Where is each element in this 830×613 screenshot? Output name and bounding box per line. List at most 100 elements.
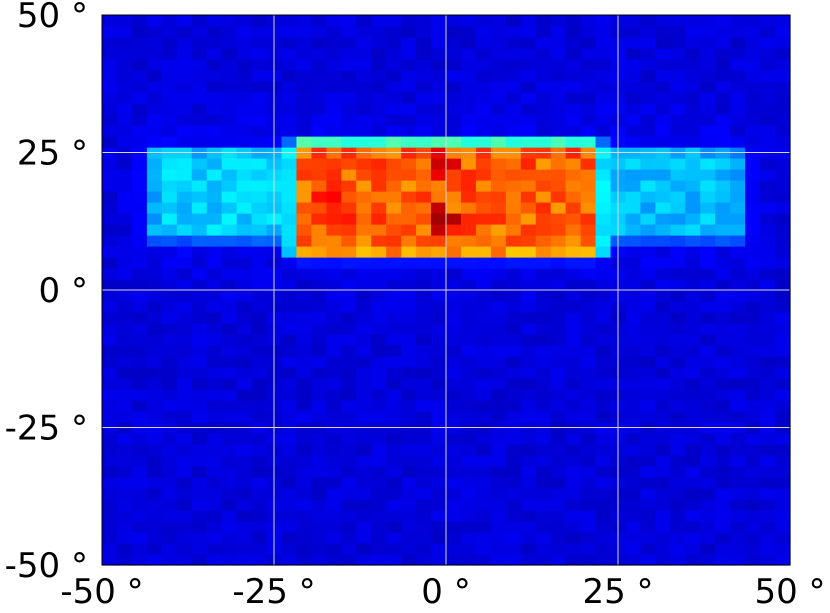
heatmap-cell	[326, 202, 342, 214]
heatmap-cell	[311, 70, 327, 82]
heatmap-cell	[775, 158, 791, 170]
heatmap-cell	[490, 312, 507, 324]
heatmap-cell	[446, 411, 462, 423]
heatmap-cell	[655, 411, 671, 423]
heatmap-cell	[102, 455, 118, 467]
heatmap-cell	[685, 180, 701, 192]
heatmap-cell	[161, 235, 178, 247]
heatmap-cell	[745, 510, 761, 522]
heatmap-cell	[505, 499, 522, 511]
heatmap-cell	[371, 411, 387, 423]
heatmap-cell	[116, 246, 133, 258]
heatmap-cell	[460, 114, 477, 126]
heatmap-cell	[251, 125, 268, 137]
heatmap-cell	[431, 158, 447, 170]
heatmap-cell	[730, 257, 746, 269]
heatmap-cell	[251, 499, 268, 511]
heatmap-cell	[715, 301, 731, 313]
heatmap-cell	[176, 378, 193, 390]
heatmap-cell	[191, 169, 208, 181]
heatmap-cell	[221, 81, 238, 93]
heatmap-cell	[505, 334, 522, 346]
heatmap-cell	[341, 334, 357, 346]
heatmap-cell	[760, 334, 776, 346]
heatmap-cell	[625, 323, 642, 335]
heatmap-cell	[745, 477, 761, 489]
heatmap-cell	[475, 191, 492, 203]
heatmap-cell	[625, 48, 642, 60]
heatmap-cell	[102, 37, 118, 49]
heatmap-cell	[431, 235, 447, 247]
heatmap-cell	[550, 257, 567, 269]
heatmap-cell	[191, 224, 208, 236]
heatmap-cell	[655, 334, 671, 346]
heatmap-cell	[760, 389, 776, 401]
heatmap-cell	[102, 554, 118, 566]
heatmap-cell	[640, 103, 656, 115]
heatmap-cell	[655, 389, 671, 401]
heatmap-cell	[146, 246, 163, 258]
heatmap-cell	[580, 510, 597, 522]
heatmap-cell	[670, 356, 686, 368]
heatmap-cell	[236, 70, 253, 82]
heatmap-cell	[356, 279, 372, 291]
heatmap-cell	[281, 433, 298, 445]
heatmap-cell	[356, 191, 372, 203]
heatmap-cell	[102, 466, 118, 478]
heatmap-cell	[401, 114, 417, 126]
heatmap-cell	[760, 488, 776, 500]
heatmap-cell	[640, 378, 656, 390]
heatmap-cell	[116, 301, 133, 313]
heatmap-cell	[102, 301, 118, 313]
heatmap-cell	[490, 477, 507, 489]
heatmap-cell	[206, 312, 223, 324]
heatmap-cell	[116, 136, 133, 148]
heatmap-cell	[221, 389, 238, 401]
heatmap-cell	[475, 532, 492, 544]
heatmap-cell	[655, 400, 671, 412]
heatmap-cell	[431, 312, 447, 324]
heatmap-cell	[595, 213, 612, 225]
heatmap-cell	[146, 136, 163, 148]
heatmap-cell	[176, 26, 193, 38]
heatmap-cell	[102, 213, 118, 225]
heatmap-cell	[416, 114, 432, 126]
heatmap-cell	[341, 15, 357, 27]
heatmap-cell	[341, 543, 357, 555]
heatmap-cell	[505, 125, 522, 137]
heatmap-cell	[386, 323, 402, 335]
heatmap-cell	[775, 191, 791, 203]
heatmap-cell	[116, 279, 133, 291]
heatmap-cell	[595, 290, 612, 302]
heatmap-cell	[102, 510, 118, 522]
heatmap-cell	[670, 411, 686, 423]
heatmap-cell	[311, 279, 327, 291]
y-tick-label: 25 °	[17, 134, 88, 174]
heatmap-cell	[520, 378, 537, 390]
heatmap-cell	[505, 268, 522, 280]
heatmap-cell	[206, 202, 223, 214]
heatmap-cell	[505, 466, 522, 478]
heatmap-cell	[460, 510, 477, 522]
heatmap-cell	[505, 323, 522, 335]
heatmap-cell	[251, 466, 268, 478]
heatmap-cell	[565, 103, 582, 115]
heatmap-cell	[416, 15, 432, 27]
heatmap-cell	[236, 103, 253, 115]
heatmap-cell	[715, 499, 731, 511]
heatmap-cell	[745, 15, 761, 27]
heatmap-cell	[730, 356, 746, 368]
heatmap-cell	[296, 92, 312, 104]
heatmap-cell	[535, 455, 552, 467]
heatmap-cell	[550, 103, 567, 115]
heatmap-cell	[670, 444, 686, 456]
heatmap-cell	[146, 400, 163, 412]
heatmap-cell	[191, 466, 208, 478]
heatmap-cell	[251, 433, 268, 445]
y-tick-label: -25 °	[5, 409, 88, 449]
heatmap-cell	[655, 136, 671, 148]
heatmap-cell	[595, 158, 612, 170]
heatmap-cell	[206, 213, 223, 225]
heatmap-cell	[475, 59, 492, 71]
heatmap-cell	[535, 224, 552, 236]
